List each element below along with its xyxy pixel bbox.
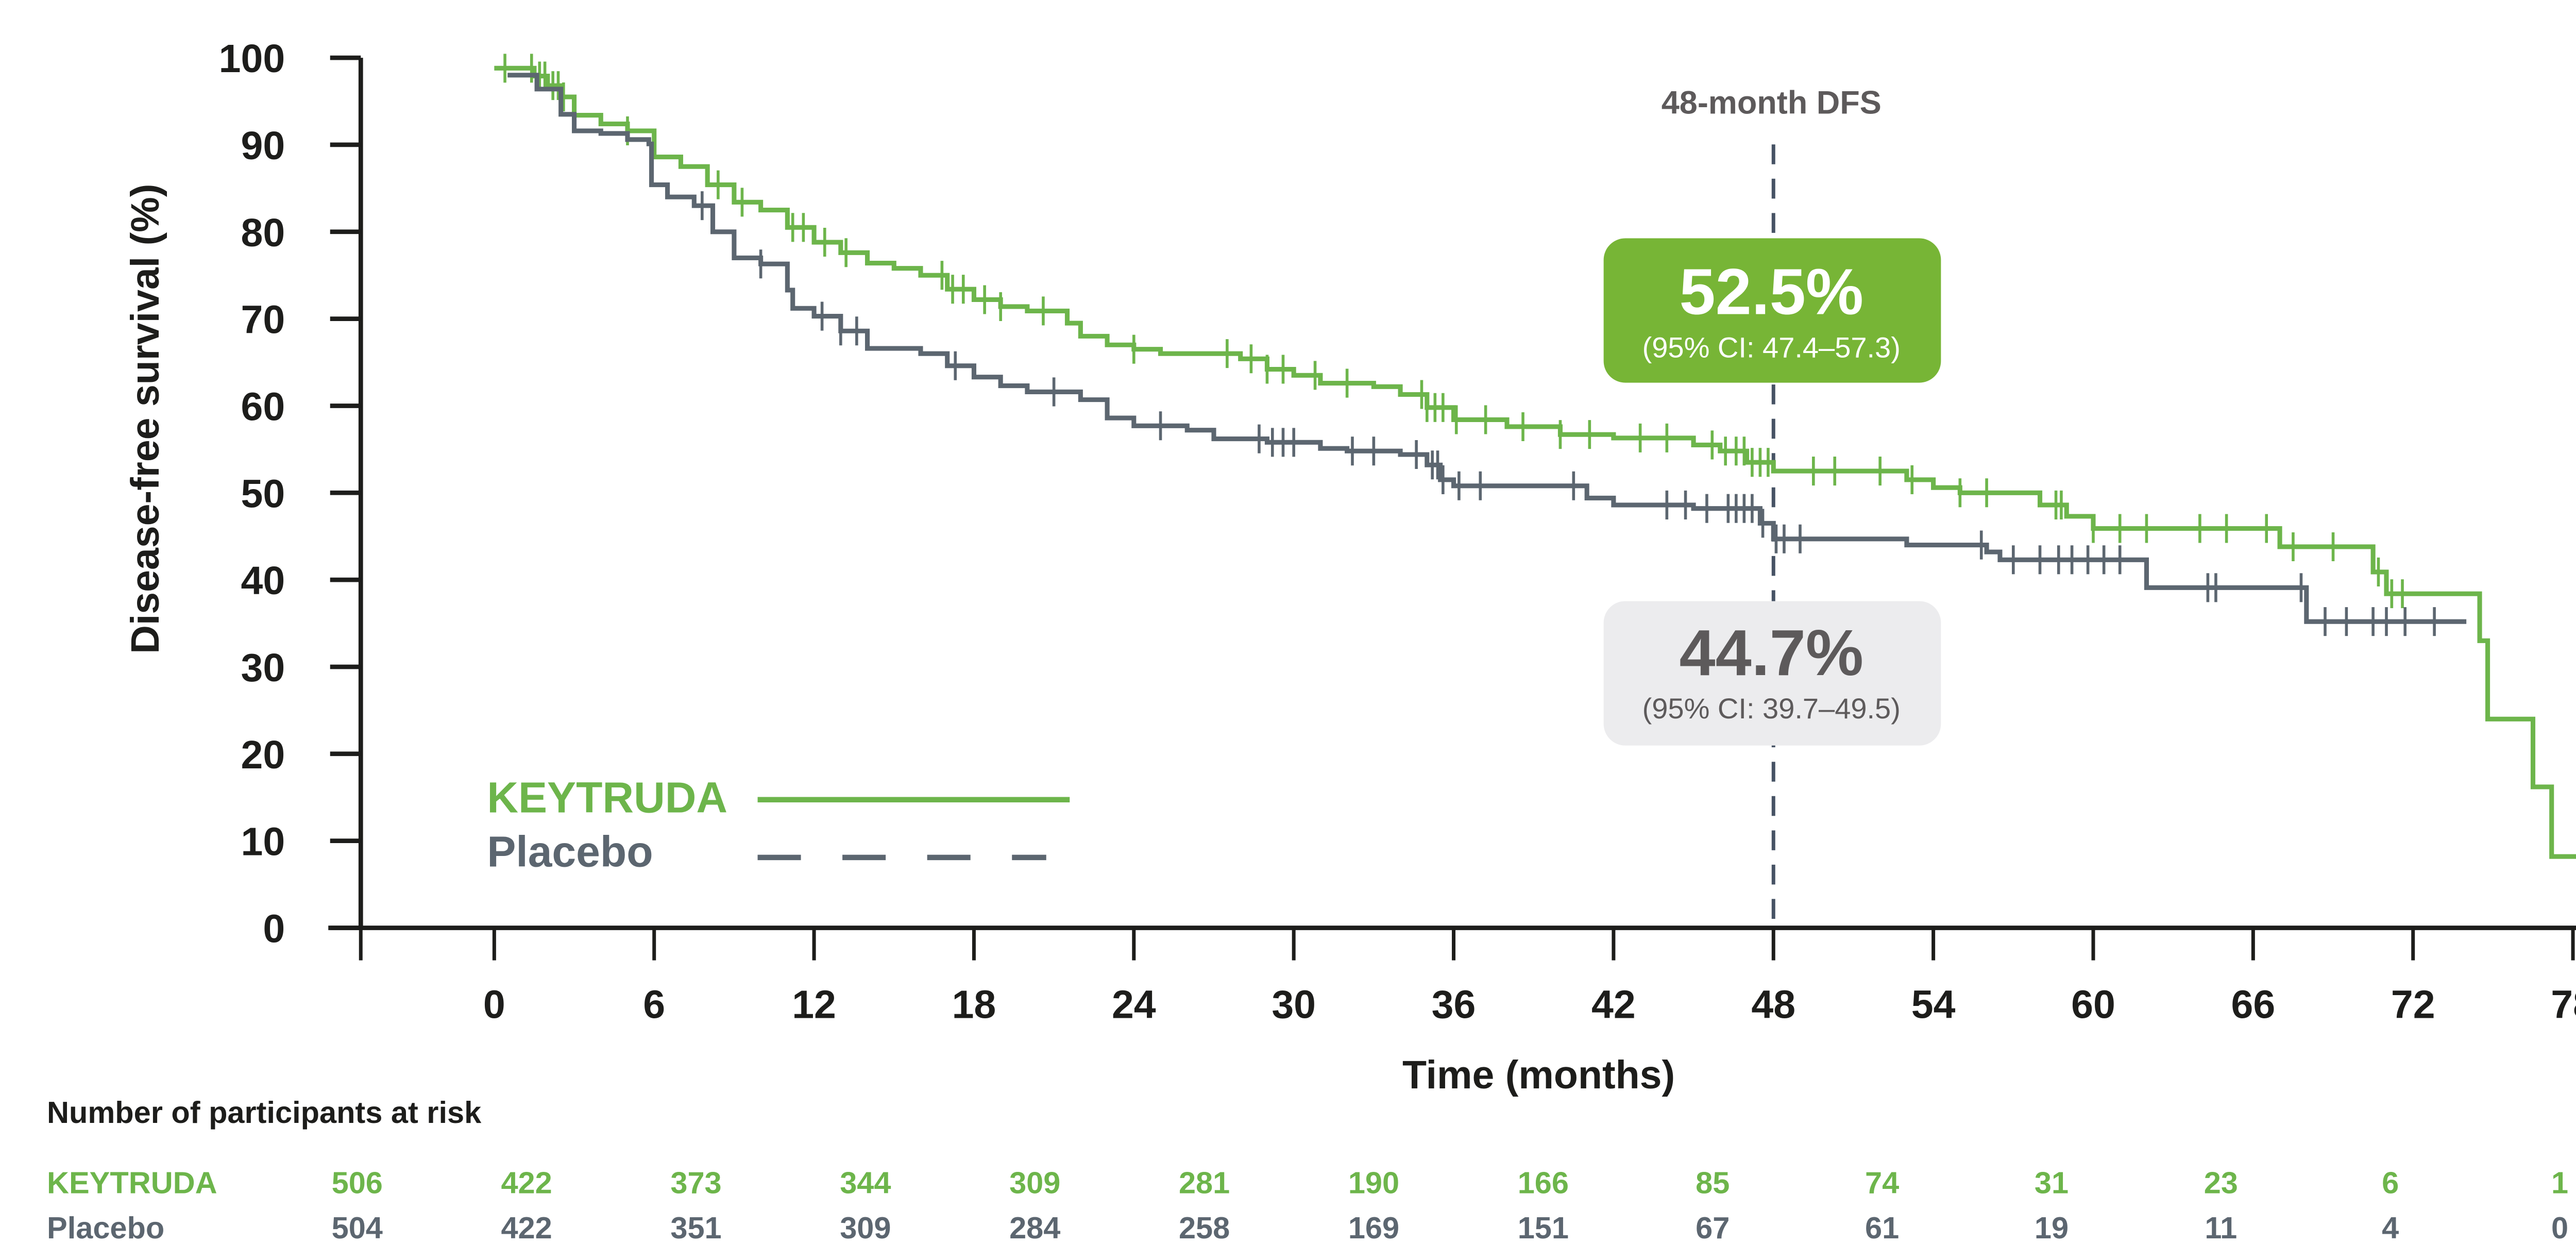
y-tick-label-40: 40 (241, 559, 285, 603)
at-risk-value-placebo: 309 (840, 1211, 891, 1245)
legend-label-placebo: Placebo (487, 827, 653, 876)
y-axis-title: Disease-free survival (%) (123, 184, 167, 654)
x-tick-label-60: 60 (2071, 983, 2115, 1027)
at-risk-values: 5064223733443092811901668574312361050442… (332, 1165, 2569, 1245)
curve-placebo (507, 73, 2467, 624)
at-risk-row-label-keytruda: KEYTRUDA (47, 1165, 217, 1200)
at-risk-value-keytruda: 85 (1696, 1165, 1730, 1200)
y-tick-label-50: 50 (241, 472, 285, 516)
at-risk-value-keytruda: 166 (1518, 1165, 1569, 1200)
y-tick-label-0: 0 (263, 906, 285, 951)
curve-keytruda (494, 65, 2576, 859)
at-risk-value-keytruda: 6 (2382, 1165, 2399, 1200)
y-tick-label-60: 60 (241, 384, 285, 429)
at-risk-value-placebo: 19 (2035, 1211, 2069, 1245)
y-tick-label-90: 90 (241, 124, 285, 168)
reference-line-label: 48-month DFS (1662, 85, 1882, 121)
keytruda-annotation-ci: (95% CI: 47.4–57.3) (1642, 331, 1901, 364)
y-tick-label-20: 20 (241, 733, 285, 777)
at-risk-value-keytruda: 74 (1865, 1165, 1899, 1200)
at-risk-value-placebo: 351 (670, 1211, 721, 1245)
x-tick-label-48: 48 (1751, 983, 1795, 1027)
x-tick-label-42: 42 (1591, 983, 1636, 1027)
at-risk-value-placebo: 504 (332, 1211, 383, 1245)
at-risk-value-placebo: 258 (1179, 1211, 1230, 1245)
x-tick-label-78: 78 (2551, 983, 2576, 1027)
placebo-annotation-value: 44.7% (1680, 616, 1863, 689)
x-axis: 0612182430364248546066727884 (328, 926, 2576, 1027)
x-tick-label-18: 18 (952, 983, 996, 1027)
at-risk-value-keytruda: 373 (670, 1165, 721, 1200)
at-risk-value-placebo: 11 (2205, 1211, 2237, 1245)
placebo-annotation-box (1603, 601, 1941, 746)
y-tick-label-70: 70 (241, 298, 285, 342)
legend: KEYTRUDA Placebo (487, 773, 1070, 876)
x-tick-label-72: 72 (2391, 983, 2435, 1027)
series-layer (494, 54, 2576, 859)
at-risk-value-keytruda: 31 (2035, 1165, 2069, 1200)
x-tick-label-24: 24 (1112, 983, 1156, 1027)
at-risk-value-keytruda: 506 (332, 1165, 383, 1200)
y-axis: 0 10 20 30 40 50 60 70 80 90 100 (219, 37, 363, 951)
keytruda-annotation-value: 52.5% (1680, 255, 1863, 328)
placebo-annotation-ci: (95% CI: 39.7–49.5) (1642, 692, 1901, 725)
y-tick-label-80: 80 (241, 211, 285, 255)
at-risk-value-keytruda: 309 (1009, 1165, 1060, 1200)
at-risk-value-keytruda: 281 (1179, 1165, 1230, 1200)
keytruda-annotation-box (1603, 238, 1941, 383)
at-risk-table: Number of participants at risk KEYTRUDA … (47, 1095, 2569, 1245)
series-placebo (507, 73, 2467, 636)
at-risk-value-keytruda: 1 (2551, 1165, 2568, 1200)
at-risk-value-placebo: 4 (2382, 1211, 2399, 1245)
x-tick-label-0: 0 (483, 983, 505, 1027)
x-tick-label-12: 12 (792, 983, 836, 1027)
x-axis-title: Time (months) (1402, 1053, 1675, 1097)
legend-label-keytruda: KEYTRUDA (487, 773, 727, 821)
y-tick-label-30: 30 (241, 646, 285, 690)
at-risk-row-label-placebo: Placebo (47, 1211, 164, 1245)
x-tick-label-54: 54 (1911, 983, 1956, 1027)
at-risk-title: Number of participants at risk (47, 1095, 482, 1130)
keytruda-annotation: 52.5% (95% CI: 47.4–57.3) (1603, 238, 1941, 383)
at-risk-value-keytruda: 422 (501, 1165, 552, 1200)
x-tick-label-6: 6 (643, 983, 665, 1027)
at-risk-value-placebo: 284 (1009, 1211, 1060, 1245)
at-risk-value-placebo: 169 (1348, 1211, 1399, 1245)
at-risk-value-placebo: 151 (1518, 1211, 1569, 1245)
x-tick-label-36: 36 (1432, 983, 1476, 1027)
y-tick-label-100: 100 (219, 37, 285, 81)
at-risk-value-placebo: 422 (501, 1211, 552, 1245)
x-tick-label-66: 66 (2231, 983, 2276, 1027)
at-risk-value-keytruda: 23 (2204, 1165, 2238, 1200)
placebo-annotation: 44.7% (95% CI: 39.7–49.5) (1603, 601, 1941, 746)
at-risk-value-keytruda: 190 (1348, 1165, 1399, 1200)
at-risk-value-placebo: 61 (1865, 1211, 1899, 1245)
series-keytruda (494, 54, 2576, 859)
at-risk-value-placebo: 0 (2551, 1211, 2568, 1245)
at-risk-value-placebo: 67 (1696, 1211, 1730, 1245)
at-risk-value-keytruda: 344 (840, 1165, 891, 1200)
y-tick-label-10: 10 (241, 820, 285, 864)
x-tick-label-30: 30 (1272, 983, 1316, 1027)
